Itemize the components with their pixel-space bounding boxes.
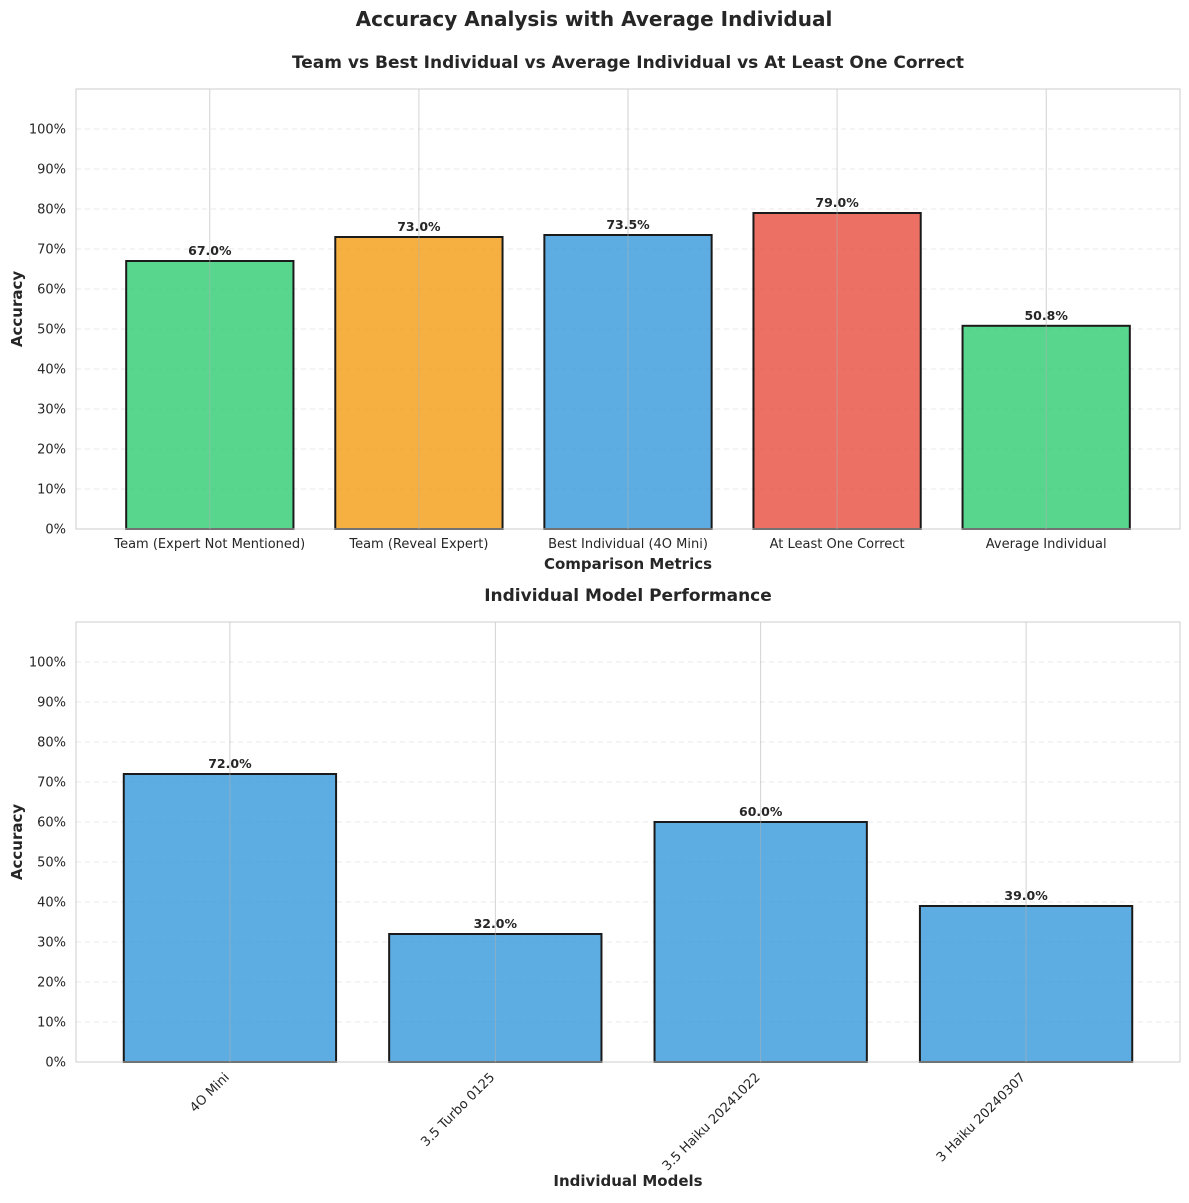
bar-value-label: 50.8%: [1024, 308, 1068, 323]
y-tick-label: 0%: [45, 523, 66, 538]
bar-value-label: 72.0%: [208, 756, 252, 771]
y-tick-label: 40%: [37, 896, 66, 911]
x-tick-label: 3.5 Haiku 20241022: [660, 1070, 764, 1174]
y-tick-label: 30%: [37, 403, 66, 418]
top-chart: Team vs Best Individual vs Average Indiv…: [8, 53, 1181, 573]
y-tick-label: 40%: [37, 363, 66, 378]
y-axis-label: Accuracy: [8, 804, 26, 880]
x-tick-label: 3.5 Turbo 0125: [418, 1070, 498, 1150]
y-tick-label: 60%: [37, 816, 66, 831]
y-tick-label: 50%: [37, 856, 66, 871]
chart-title: Individual Model Performance: [484, 586, 772, 606]
x-tick-label: Average Individual: [986, 537, 1107, 552]
bar-value-label: 73.0%: [397, 219, 441, 234]
x-axis-label: Comparison Metrics: [544, 555, 712, 573]
y-tick-label: 20%: [37, 443, 66, 458]
y-tick-label: 60%: [37, 283, 66, 298]
y-tick-label: 10%: [37, 1016, 66, 1031]
axes-frame: [75, 621, 1181, 1063]
x-tick-label: Best Individual (4O Mini): [548, 537, 708, 552]
y-tick-label: 90%: [37, 163, 66, 178]
figure-suptitle: Accuracy Analysis with Average Individua…: [356, 7, 833, 31]
y-tick-label: 50%: [37, 323, 66, 338]
bar-value-label: 60.0%: [739, 804, 783, 819]
y-tick-label: 80%: [37, 736, 66, 751]
x-tick-label: Team (Expert Not Mentioned): [113, 537, 305, 552]
y-tick-label: 80%: [37, 203, 66, 218]
y-tick-label: 100%: [29, 123, 66, 138]
chart-title: Team vs Best Individual vs Average Indiv…: [292, 53, 964, 73]
x-tick-label: 4O Mini: [187, 1070, 232, 1115]
axes-frame: [75, 88, 1181, 530]
y-tick-label: 30%: [37, 936, 66, 951]
y-tick-label: 70%: [37, 776, 66, 791]
y-axis-label: Accuracy: [8, 271, 26, 347]
bar-value-label: 32.0%: [474, 916, 518, 931]
y-tick-label: 20%: [37, 976, 66, 991]
x-axis-label: Individual Models: [553, 1172, 702, 1190]
y-tick-label: 0%: [45, 1056, 66, 1071]
bottom-chart: Individual Model Performance 0% 10% 20% 30% 4…: [8, 586, 1181, 1190]
y-tick-label: 10%: [37, 483, 66, 498]
x-tick-label: Team (Reveal Expert): [348, 537, 488, 552]
bar-value-label: 67.0%: [188, 243, 232, 258]
bar-value-label: 79.0%: [815, 195, 859, 210]
y-tick-label: 100%: [29, 656, 66, 671]
y-tick-label: 70%: [37, 243, 66, 258]
bar-value-label: 39.0%: [1004, 888, 1048, 903]
bar-value-label: 73.5%: [606, 217, 650, 232]
x-tick-label: At Least One Correct: [770, 537, 905, 552]
y-tick-label: 90%: [37, 696, 66, 711]
x-tick-label: 3 Haiku 20240307: [934, 1070, 1029, 1165]
